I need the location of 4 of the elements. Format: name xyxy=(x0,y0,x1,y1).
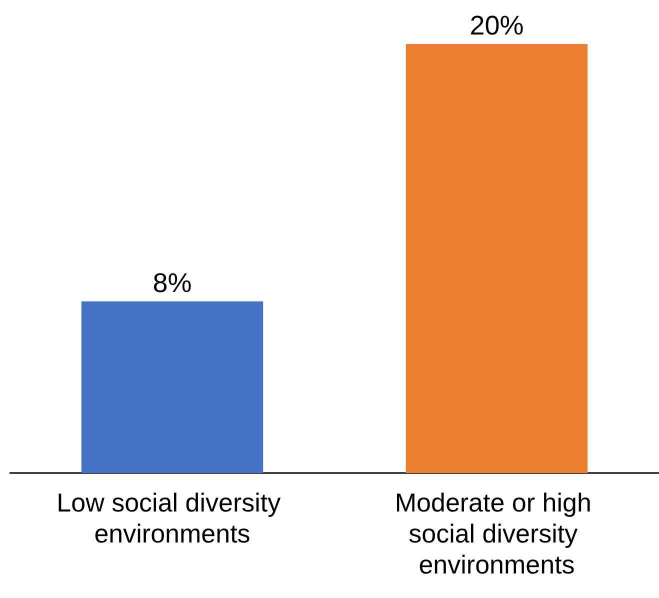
x-tick-label: Low social diversity environments xyxy=(56,488,288,548)
data-label: 8% xyxy=(152,268,192,298)
x-tick-label: Moderate or high social diversity environments xyxy=(394,488,599,580)
data-label: 20% xyxy=(470,10,524,40)
